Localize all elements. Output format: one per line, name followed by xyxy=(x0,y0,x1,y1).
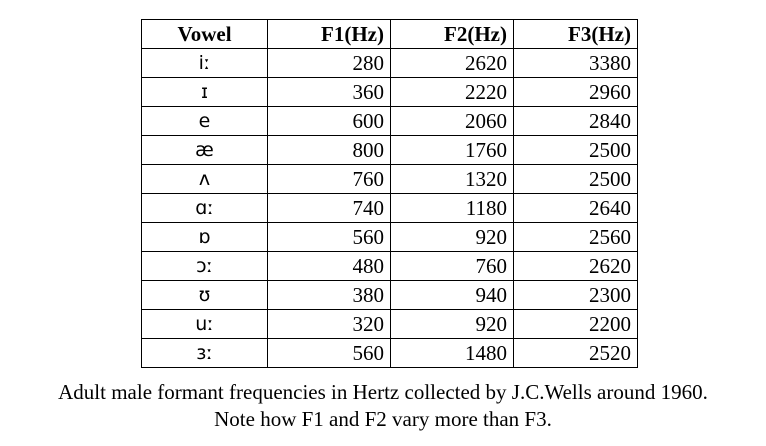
f1-cell: 760 xyxy=(267,164,391,194)
table-row: ʊ 380 940 2300 xyxy=(141,280,638,310)
vowel-cell: ɜː xyxy=(141,338,268,368)
f3-cell: 2300 xyxy=(513,280,638,310)
f1-cell: 380 xyxy=(267,280,391,310)
f3-cell: 2620 xyxy=(513,251,638,281)
vowel-cell: uː xyxy=(141,309,268,339)
f3-cell: 2960 xyxy=(513,77,638,107)
vowel-cell: e xyxy=(141,106,268,136)
f2-cell: 1180 xyxy=(390,193,514,223)
f3-cell: 2520 xyxy=(513,338,638,368)
f1-cell: 360 xyxy=(267,77,391,107)
header-f1: F1(Hz) xyxy=(267,19,391,49)
vowel-cell: ɔː xyxy=(141,251,268,281)
f1-cell: 800 xyxy=(267,135,391,165)
vowel-cell: ɒ xyxy=(141,222,268,252)
f1-cell: 280 xyxy=(267,48,391,78)
f3-cell: 2640 xyxy=(513,193,638,223)
table-row: æ 800 1760 2500 xyxy=(141,135,638,165)
table-row: ɔː 480 760 2620 xyxy=(141,251,638,281)
f1-cell: 600 xyxy=(267,106,391,136)
table-row: ɒ 560 920 2560 xyxy=(141,222,638,252)
table-row: ɜː 560 1480 2520 xyxy=(141,338,638,368)
f3-cell: 2840 xyxy=(513,106,638,136)
f2-cell: 2620 xyxy=(390,48,514,78)
table-row: iː 280 2620 3380 xyxy=(141,48,638,78)
vowel-cell: æ xyxy=(141,135,268,165)
header-f3: F3(Hz) xyxy=(513,19,638,49)
f3-cell: 2560 xyxy=(513,222,638,252)
f3-cell: 2500 xyxy=(513,164,638,194)
vowel-cell: ɑː xyxy=(141,193,268,223)
f2-cell: 760 xyxy=(390,251,514,281)
table-header-row: Vowel F1(Hz) F2(Hz) F3(Hz) xyxy=(141,19,638,49)
f1-cell: 560 xyxy=(267,338,391,368)
f2-cell: 920 xyxy=(390,309,514,339)
f2-cell: 1760 xyxy=(390,135,514,165)
table-row: ɪ 360 2220 2960 xyxy=(141,77,638,107)
f1-cell: 560 xyxy=(267,222,391,252)
table-row: ɑː 740 1180 2640 xyxy=(141,193,638,223)
f2-cell: 1480 xyxy=(390,338,514,368)
header-f2: F2(Hz) xyxy=(390,19,514,49)
f2-cell: 2060 xyxy=(390,106,514,136)
f2-cell: 2220 xyxy=(390,77,514,107)
formant-table: Vowel F1(Hz) F2(Hz) F3(Hz) iː 280 2620 3… xyxy=(141,19,638,368)
table-caption-line-1: Adult male formant frequencies in Hertz … xyxy=(58,380,708,404)
table-row: e 600 2060 2840 xyxy=(141,106,638,136)
f2-cell: 1320 xyxy=(390,164,514,194)
f3-cell: 2200 xyxy=(513,309,638,339)
vowel-cell: ʌ xyxy=(141,164,268,194)
vowel-cell: ʊ xyxy=(141,280,268,310)
f2-cell: 920 xyxy=(390,222,514,252)
f1-cell: 480 xyxy=(267,251,391,281)
header-vowel: Vowel xyxy=(141,19,268,49)
table-row: uː 320 920 2200 xyxy=(141,309,638,339)
table-row: ʌ 760 1320 2500 xyxy=(141,164,638,194)
f2-cell: 940 xyxy=(390,280,514,310)
f3-cell: 3380 xyxy=(513,48,638,78)
f3-cell: 2500 xyxy=(513,135,638,165)
vowel-cell: ɪ xyxy=(141,77,268,107)
f1-cell: 740 xyxy=(267,193,391,223)
f1-cell: 320 xyxy=(267,309,391,339)
vowel-cell: iː xyxy=(141,48,268,78)
table-caption-line-2: Note how F1 and F2 vary more than F3. xyxy=(214,407,552,431)
